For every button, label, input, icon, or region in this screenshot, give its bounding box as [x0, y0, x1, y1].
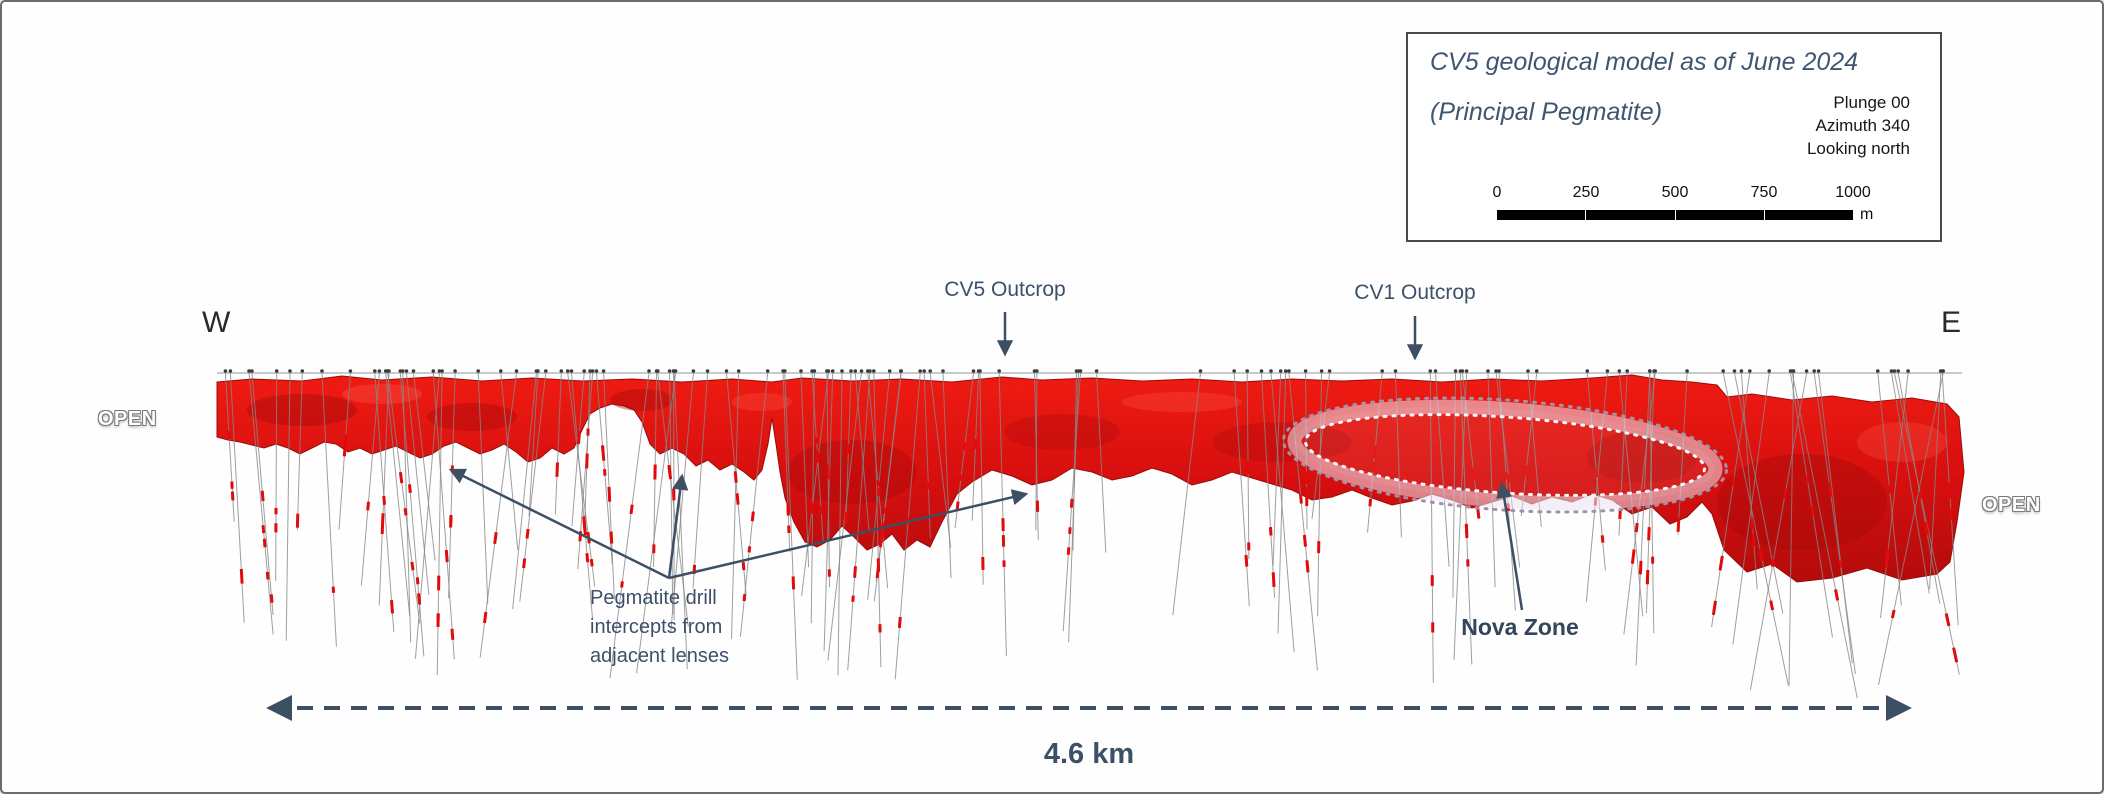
pegmatite-intercepts-note: Pegmatite drill intercepts from adjacent…	[590, 587, 729, 667]
scale-tick-250: 250	[1572, 184, 1600, 201]
pegmatite-intercepts-arrow-left	[448, 468, 670, 580]
scale-tick-500: 500	[1661, 184, 1689, 201]
figure-title-line1: CV5 geological model as of June 2024	[1430, 48, 1859, 76]
nova-zone-ellipse	[1282, 396, 1728, 514]
strike-length-label: 4.6 km	[1043, 738, 1135, 770]
scale-bar-rule	[1497, 210, 1853, 220]
pegmatite-intercept-marks	[227, 428, 1959, 663]
scale-tick-1000: 1000	[1835, 184, 1871, 201]
looking-label: Looking north	[1806, 138, 1910, 158]
scale-tick-750: 750	[1750, 184, 1778, 201]
drill-collar-dots	[223, 369, 1945, 373]
figure-title-line2: (Principal Pegmatite)	[1430, 98, 1663, 126]
nova-zone-label: Nova Zone	[1461, 614, 1579, 640]
scale-unit: m	[1860, 206, 1874, 223]
azimuth-label: Azimuth 340	[1815, 115, 1911, 135]
direction-west-label: W	[202, 306, 231, 339]
plunge-label: Plunge 00	[1833, 93, 1910, 112]
cv1-outcrop-label: CV1 Outcrop	[1354, 281, 1476, 304]
view-orientation: Plunge 00 Azimuth 340 Looking north	[1807, 92, 1910, 161]
open-right-label: OPEN	[1982, 494, 2041, 516]
nova-zone-arrow	[1496, 481, 1524, 611]
open-left-label: OPEN	[98, 408, 157, 430]
direction-east-label: E	[1941, 306, 1962, 339]
scale-tick-0: 0	[1492, 184, 1502, 201]
legend-box: CV5 geological model as of June 2024 (Pr…	[1406, 32, 1942, 242]
pegmatite-intercepts-arrow-middle	[667, 473, 689, 579]
pegmatite-intercepts-arrow-right	[668, 489, 1029, 580]
cv5-outcrop-label: CV5 Outcrop	[944, 278, 1066, 301]
pegmatite-body	[216, 374, 1965, 583]
